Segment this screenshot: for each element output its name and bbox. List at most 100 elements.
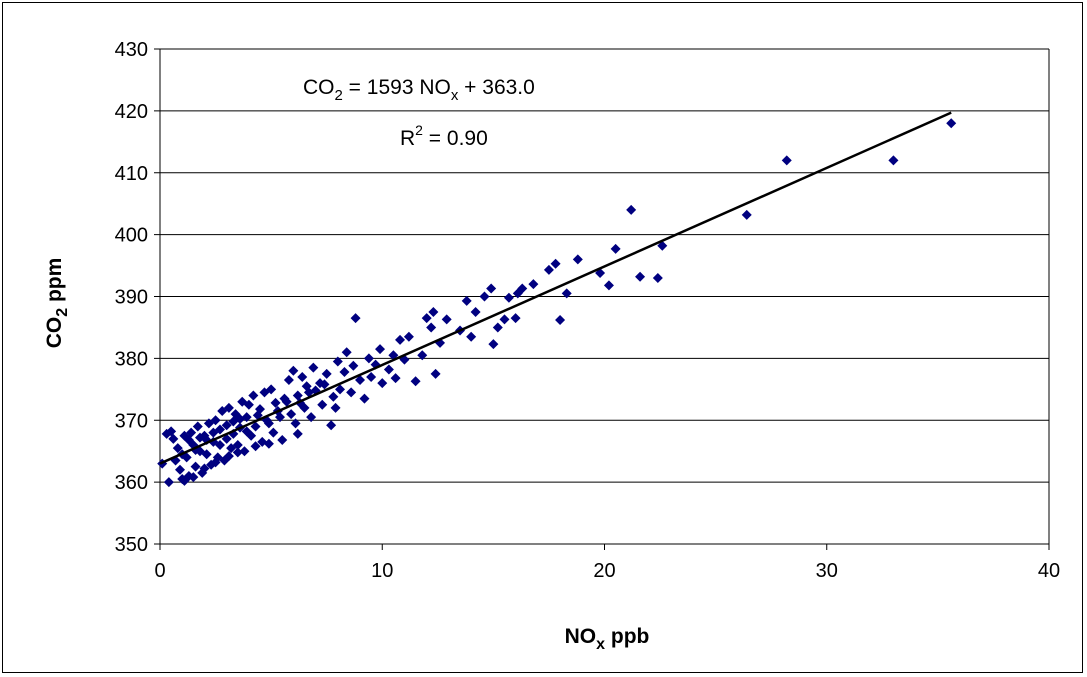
x-tick-label-0: 0 — [154, 560, 165, 582]
y-axis-title: CO2 ppm — [43, 258, 71, 349]
data-point — [383, 364, 394, 375]
data-point — [288, 365, 299, 376]
data-point — [572, 254, 583, 265]
data-point — [326, 420, 337, 431]
data-point — [252, 410, 263, 421]
data-point — [499, 314, 510, 325]
data-point — [223, 402, 234, 413]
y-tick-labels: 350 360 370 380 390 400 410 420 430 — [115, 39, 148, 556]
data-point — [175, 464, 186, 475]
data-point — [201, 449, 212, 460]
data-point — [255, 404, 266, 415]
data-point — [441, 314, 452, 325]
fit-line-group — [159, 111, 952, 465]
data-point — [223, 451, 234, 462]
scatter-chart: 350 360 370 380 390 400 410 420 430 0 10 20 30 40 CO… — [43, 39, 1060, 653]
data-point — [179, 475, 190, 486]
x-axis-title: NOx ppb — [565, 625, 650, 653]
data-point — [208, 427, 219, 438]
data-point — [232, 440, 243, 450]
data-point — [266, 384, 277, 395]
data-point — [263, 438, 274, 449]
data-point — [321, 368, 332, 379]
data-point — [492, 322, 503, 333]
data-point — [290, 418, 301, 429]
data-point — [172, 443, 183, 454]
data-point — [221, 420, 232, 431]
data-point — [486, 283, 497, 294]
data-point — [466, 331, 477, 342]
data-point — [366, 371, 377, 382]
data-point — [603, 280, 614, 291]
data-point — [610, 243, 621, 254]
data-point — [270, 397, 281, 408]
data-point — [235, 414, 246, 425]
x-tick-label-10: 10 — [371, 560, 393, 582]
data-point — [308, 362, 319, 373]
data-point — [268, 427, 279, 438]
data-point — [292, 390, 303, 401]
data-point — [346, 387, 357, 398]
data-point — [359, 393, 370, 404]
data-point — [192, 421, 203, 432]
data-point — [741, 209, 752, 220]
data-point — [461, 295, 472, 306]
data-point — [243, 399, 254, 410]
data-point — [403, 331, 414, 342]
data-point — [355, 375, 366, 386]
data-point — [503, 292, 514, 303]
data-point — [550, 258, 561, 269]
y-tick-label-420: 420 — [115, 101, 148, 123]
data-point — [168, 433, 179, 444]
data-point — [377, 378, 388, 389]
data-point — [375, 344, 386, 355]
grid-lines — [160, 48, 1049, 483]
data-point — [163, 477, 174, 488]
data-point — [328, 391, 339, 402]
data-point — [421, 313, 432, 324]
data-points — [157, 118, 957, 488]
data-point — [348, 360, 359, 371]
fit-equation: CO2 = 1593 NOx + 363.0 — [303, 76, 535, 104]
x-tick-label-40: 40 — [1038, 560, 1060, 582]
y-tick-label-380: 380 — [115, 348, 148, 370]
data-point — [517, 283, 528, 294]
data-point — [479, 291, 490, 302]
x-tick-labels: 0 10 20 30 40 — [154, 560, 1060, 582]
data-point — [555, 315, 566, 326]
data-point — [332, 356, 343, 367]
data-point — [283, 375, 294, 386]
data-point — [390, 373, 401, 384]
data-point — [188, 472, 199, 483]
fit-line — [159, 111, 952, 465]
data-point — [186, 427, 197, 438]
data-point — [430, 368, 441, 379]
data-point — [297, 371, 308, 382]
data-point — [946, 118, 957, 129]
data-point — [210, 457, 221, 468]
data-point — [215, 440, 226, 450]
data-point — [210, 415, 221, 426]
data-point — [470, 306, 481, 317]
data-point — [395, 334, 406, 345]
data-point — [199, 463, 210, 474]
data-point — [626, 204, 637, 215]
data-point — [250, 421, 261, 432]
data-point — [239, 446, 250, 457]
data-point — [528, 279, 539, 290]
data-point — [417, 350, 428, 361]
y-tick-label-410: 410 — [115, 163, 148, 185]
data-point — [543, 264, 554, 275]
data-point — [781, 155, 792, 166]
axes — [154, 48, 1050, 550]
data-point — [232, 447, 243, 458]
data-point — [635, 271, 646, 282]
data-point — [241, 426, 252, 437]
y-tick-label-350: 350 — [115, 534, 148, 556]
data-point — [303, 387, 314, 398]
y-tick-label-370: 370 — [115, 410, 148, 432]
y-tick-label-400: 400 — [115, 225, 148, 247]
data-point — [292, 428, 303, 439]
data-point — [183, 435, 194, 446]
data-point — [319, 379, 330, 390]
